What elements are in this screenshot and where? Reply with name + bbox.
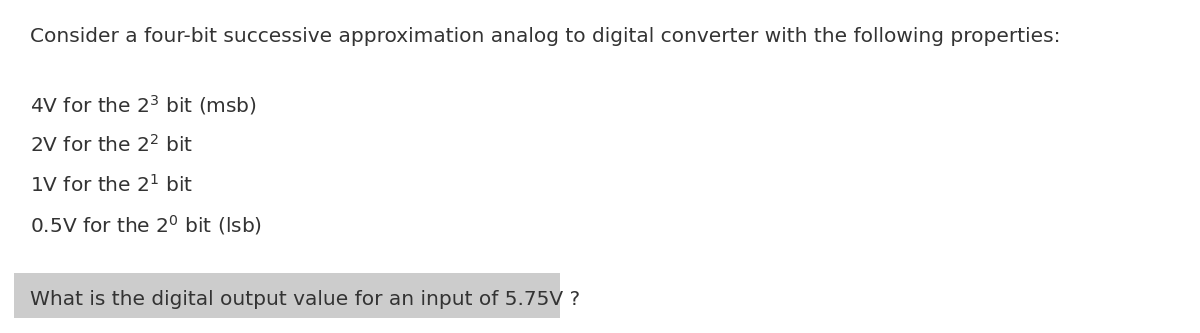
Text: 0.5V for the 2$^{0}$ bit (lsb): 0.5V for the 2$^{0}$ bit (lsb) <box>30 213 262 237</box>
Text: Consider a four-bit successive approximation analog to digital converter with th: Consider a four-bit successive approxima… <box>30 27 1061 46</box>
Text: 4V for the 2$^{3}$ bit (msb): 4V for the 2$^{3}$ bit (msb) <box>30 93 257 117</box>
Text: 2V for the 2$^{2}$ bit: 2V for the 2$^{2}$ bit <box>30 134 193 156</box>
Text: 1V for the 2$^{1}$ bit: 1V for the 2$^{1}$ bit <box>30 174 193 196</box>
Text: What is the digital output value for an input of 5.75V ?: What is the digital output value for an … <box>30 290 580 309</box>
